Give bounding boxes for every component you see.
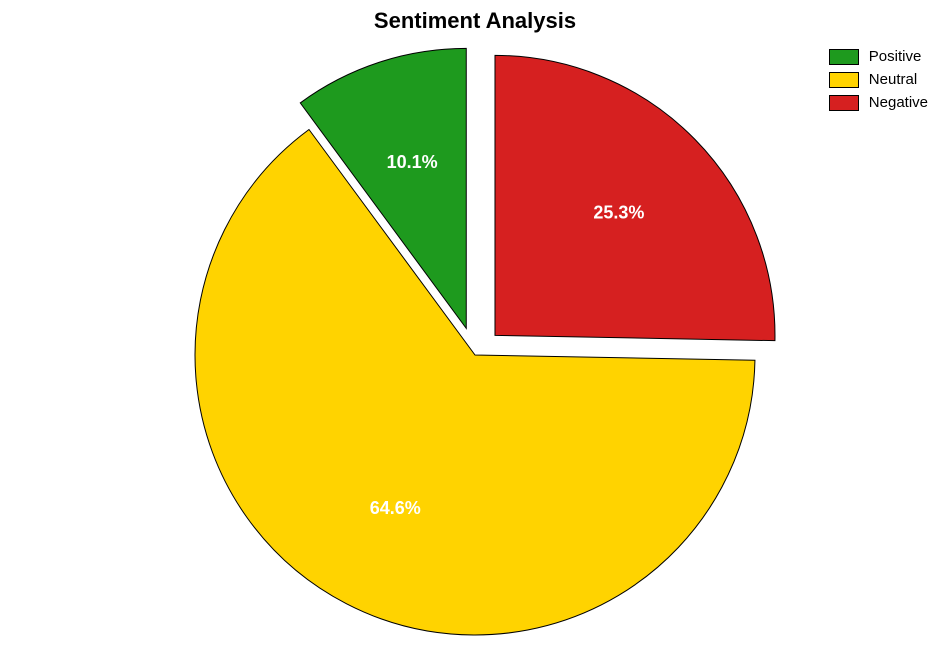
pie-slice-label: 64.6%: [370, 498, 421, 518]
pie-chart: 10.1% 64.6% 25.3%: [0, 30, 950, 662]
pie-slice-label: 10.1%: [387, 152, 438, 172]
pie-slice-label: 25.3%: [593, 203, 644, 223]
pie-slice-negative: [495, 55, 775, 340]
